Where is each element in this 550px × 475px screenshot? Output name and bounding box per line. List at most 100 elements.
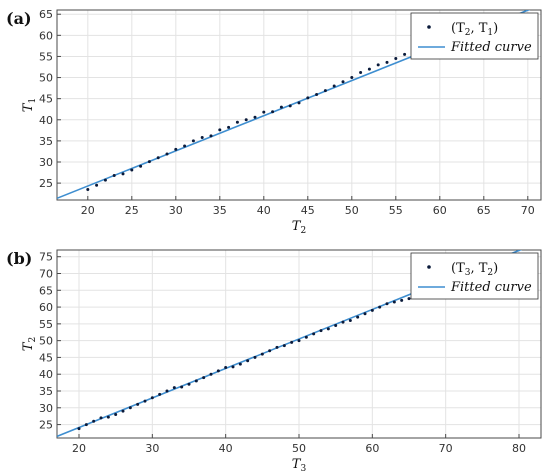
- data-point: [84, 423, 88, 427]
- legend-entry-points: (T3, T2): [451, 261, 498, 278]
- y-tick-label: 60: [39, 29, 53, 42]
- data-point: [297, 101, 301, 105]
- data-point: [260, 352, 264, 356]
- data-point: [128, 406, 132, 410]
- legend-text-part: (T: [451, 261, 465, 276]
- y-tick-label: 40: [39, 114, 53, 127]
- panel-a: 20 25 30 35 40 45 50 55 60 65 70 25 30 35 40 45 50 55 60 65…: [6, 8, 542, 236]
- panel-label: (a): [6, 9, 32, 28]
- y-axis-label: T2: [21, 337, 38, 351]
- y-tick-label: 30: [39, 402, 53, 415]
- data-point: [174, 147, 178, 151]
- data-point: [139, 164, 143, 168]
- data-point: [376, 63, 380, 67]
- data-point: [244, 118, 248, 122]
- y-tick-label: 65: [39, 8, 53, 21]
- data-point: [288, 104, 292, 108]
- legend-subscript: 1: [487, 28, 493, 38]
- data-point: [180, 385, 184, 389]
- x-tick-label: 50: [345, 204, 359, 217]
- y-tick-label: 25: [39, 419, 53, 432]
- legend-subscript: 3: [465, 268, 471, 278]
- data-point: [378, 305, 382, 309]
- y-axis-label-subscript: 2: [28, 337, 38, 343]
- y-tick-label: 50: [39, 335, 53, 348]
- legend-subscript: 2: [487, 268, 493, 278]
- data-point: [385, 60, 389, 64]
- x-axis-label-subscript: 2: [300, 226, 306, 236]
- x-tick-label: 45: [301, 204, 315, 217]
- data-point: [279, 105, 283, 109]
- x-tick-label: 70: [439, 442, 453, 455]
- data-point: [191, 139, 195, 143]
- data-point: [112, 174, 116, 178]
- data-point: [231, 365, 235, 369]
- y-tick-label: 60: [39, 301, 53, 314]
- data-point: [326, 327, 330, 331]
- legend-subscript: 2: [465, 28, 471, 38]
- data-point: [147, 160, 151, 164]
- y-tick-label: 45: [39, 351, 53, 364]
- data-point: [392, 300, 396, 304]
- y-tick-label: 25: [39, 177, 53, 190]
- panel-b: 20 30 40 50 60 70 80 25 30 35 40 45 50 55 60 65 70 75 (b) T…: [6, 249, 542, 474]
- legend: (T2, T1) Fitted curve: [410, 12, 539, 60]
- data-point: [332, 84, 336, 88]
- y-axis-label-main: T: [21, 102, 36, 112]
- data-point: [359, 70, 363, 74]
- x-axis-label: T2: [292, 219, 306, 236]
- data-point: [304, 335, 308, 339]
- data-point: [268, 349, 272, 353]
- data-point: [403, 52, 407, 56]
- data-point: [136, 402, 140, 406]
- legend: (T3, T2) Fitted curve: [410, 252, 539, 300]
- x-tick-label: 55: [389, 204, 403, 217]
- data-point: [103, 178, 107, 182]
- x-axis-label-subscript: 3: [300, 464, 306, 474]
- y-axis-label-main: T: [21, 341, 36, 351]
- data-point: [385, 302, 389, 306]
- legend-box: [410, 252, 539, 300]
- data-point: [130, 168, 134, 172]
- x-tick-label: 35: [213, 204, 227, 217]
- x-tick-label: 20: [81, 204, 95, 217]
- legend-text-part: (T: [451, 21, 465, 36]
- panel-label: (b): [6, 249, 32, 268]
- x-tick-label: 25: [125, 204, 139, 217]
- y-tick-label: 35: [39, 135, 53, 148]
- data-point: [165, 152, 169, 156]
- data-point: [290, 340, 294, 344]
- y-tick-label: 65: [39, 284, 53, 297]
- y-tick-label: 55: [39, 318, 53, 331]
- x-axis-label-main: T: [292, 219, 302, 234]
- data-point: [216, 369, 220, 373]
- x-tick-label: 60: [433, 204, 447, 217]
- y-tick-label: 50: [39, 72, 53, 85]
- data-point: [209, 372, 213, 376]
- y-tick-label: 35: [39, 385, 53, 398]
- data-point: [282, 344, 286, 348]
- data-point: [407, 297, 411, 301]
- x-axis-label: T3: [292, 457, 307, 474]
- y-tick-label: 75: [39, 251, 53, 264]
- x-tick-label: 60: [365, 442, 379, 455]
- data-point: [367, 67, 371, 71]
- legend-entry-fit: Fitted curve: [450, 280, 532, 295]
- data-point: [227, 125, 231, 129]
- data-point: [86, 187, 90, 191]
- data-point: [306, 96, 310, 100]
- x-axis-label-main: T: [292, 457, 302, 472]
- data-point: [370, 308, 374, 312]
- data-point: [200, 136, 204, 140]
- data-point: [92, 419, 96, 423]
- data-point: [356, 315, 360, 319]
- x-tick-label: 40: [219, 442, 233, 455]
- legend-text-part: ): [493, 21, 498, 36]
- axes-frame: [56, 9, 542, 201]
- data-point: [209, 134, 213, 138]
- data-point: [323, 89, 327, 93]
- y-tick-label: 45: [39, 93, 53, 106]
- data-point: [262, 110, 266, 114]
- data-point: [341, 320, 345, 324]
- data-point: [114, 413, 118, 416]
